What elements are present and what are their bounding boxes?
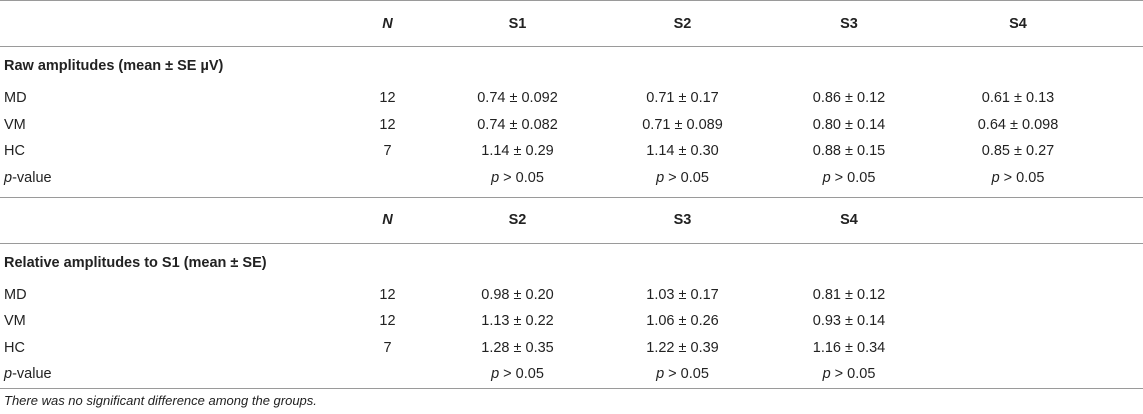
pvalue-label: p-value xyxy=(4,366,52,383)
pvalue-cell: p > 0.05 xyxy=(491,169,544,186)
row-label: HC xyxy=(4,339,25,356)
cell: 0.81 ± 0.12 xyxy=(812,286,886,303)
pvalue-cell: p > 0.05 xyxy=(991,169,1045,186)
header-s3: S3 xyxy=(840,15,858,32)
header-row-raw: N S1 S2 S3 S4 xyxy=(0,0,1143,47)
cell: 0.80 ± 0.14 xyxy=(812,116,886,133)
row-label: VM xyxy=(4,116,26,133)
cell: 0.61 ± 0.13 xyxy=(981,90,1055,107)
section-title-relative: Relative amplitudes to S1 (mean ± SE) xyxy=(4,254,267,271)
cell: 1.06 ± 0.26 xyxy=(646,313,719,330)
row-n: 12 xyxy=(379,286,396,303)
table-row: HC 7 1.14 ± 0.29 1.14 ± 0.30 0.88 ± 0.15… xyxy=(0,138,1143,165)
cell: 0.74 ± 0.082 xyxy=(477,116,558,133)
row-n: 12 xyxy=(379,90,396,107)
header-n: N xyxy=(382,15,393,32)
row-label: VM xyxy=(4,313,26,330)
row-n: 12 xyxy=(379,116,396,133)
table-row: VM 12 1.13 ± 0.22 1.06 ± 0.26 0.93 ± 0.1… xyxy=(0,308,1143,335)
cell: 1.03 ± 0.17 xyxy=(646,286,719,303)
section-title-raw: Raw amplitudes (mean ± SE µV) xyxy=(4,58,224,74)
cell: 0.71 ± 0.089 xyxy=(642,116,723,133)
cell: 0.64 ± 0.098 xyxy=(977,116,1059,133)
pvalue-cell: p > 0.05 xyxy=(822,169,876,186)
cell: 0.98 ± 0.20 xyxy=(481,286,554,303)
cell: 0.86 ± 0.12 xyxy=(812,90,886,107)
table-footnote: There was no significant difference amon… xyxy=(4,393,317,408)
section-row-raw: Raw amplitudes (mean ± SE µV) xyxy=(0,47,1143,86)
cell: 0.93 ± 0.14 xyxy=(812,313,886,330)
cell: 0.88 ± 0.15 xyxy=(812,143,886,160)
cell: 0.74 ± 0.092 xyxy=(477,90,558,107)
row-n: 12 xyxy=(379,313,396,330)
cell: 1.14 ± 0.30 xyxy=(646,143,719,160)
cell: 1.14 ± 0.29 xyxy=(481,143,554,160)
pvalue-cell: p > 0.05 xyxy=(491,366,544,383)
header-s2: S2 xyxy=(673,15,692,32)
header-s1: S1 xyxy=(508,15,527,32)
pvalue-row: p-value p > 0.05 p > 0.05 p > 0.05 xyxy=(0,361,1143,388)
cell: 0.71 ± 0.17 xyxy=(646,90,719,107)
cell: 0.85 ± 0.27 xyxy=(981,143,1055,160)
header-row-relative: N S2 S3 S4 xyxy=(0,197,1143,243)
pvalue-cell: p > 0.05 xyxy=(656,366,709,383)
table-row: MD 12 0.98 ± 0.20 1.03 ± 0.17 0.81 ± 0.1… xyxy=(0,282,1143,309)
table-row: MD 12 0.74 ± 0.092 0.71 ± 0.17 0.86 ± 0.… xyxy=(0,85,1143,112)
row-n: 7 xyxy=(383,143,392,160)
row-label: MD xyxy=(4,286,27,303)
table-row: VM 12 0.74 ± 0.082 0.71 ± 0.089 0.80 ± 0… xyxy=(0,112,1143,139)
row-n: 7 xyxy=(383,339,392,356)
amplitude-table: N S1 S2 S3 S4 Raw amplitudes (mean ± SE … xyxy=(0,0,1143,388)
table-row: HC 7 1.28 ± 0.35 1.22 ± 0.39 1.16 ± 0.34 xyxy=(0,335,1143,362)
pvalue-label: p-value xyxy=(4,169,52,186)
cell: 1.28 ± 0.35 xyxy=(481,339,554,356)
section-row-relative: Relative amplitudes to S1 (mean ± SE) xyxy=(0,243,1143,282)
header-s4: S4 xyxy=(840,212,858,228)
header-s3: S3 xyxy=(673,212,692,228)
pvalue-cell: p > 0.05 xyxy=(822,366,876,383)
row-label: MD xyxy=(4,90,27,107)
pvalue-cell: p > 0.05 xyxy=(656,169,709,186)
header-s4: S4 xyxy=(1009,15,1027,32)
pvalue-row: p-value p > 0.05 p > 0.05 p > 0.05 p > 0… xyxy=(0,165,1143,192)
header-s2: S2 xyxy=(508,212,527,228)
cell: 1.13 ± 0.22 xyxy=(481,313,554,330)
cell: 1.22 ± 0.39 xyxy=(646,339,719,356)
row-label: HC xyxy=(4,143,25,160)
cell: 1.16 ± 0.34 xyxy=(812,339,886,356)
header-n: N xyxy=(382,212,393,228)
